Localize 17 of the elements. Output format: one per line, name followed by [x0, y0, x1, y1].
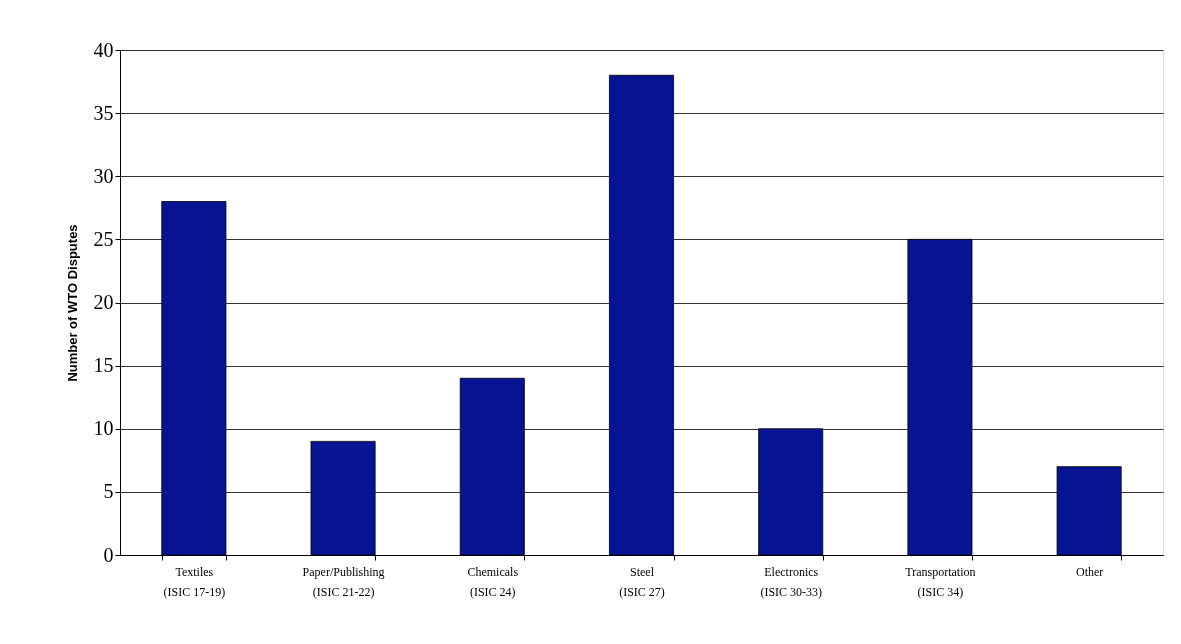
- x-tick-label: Textiles (ISIC 17-19): [163, 564, 226, 599]
- y-tick-label: 5: [103, 480, 114, 503]
- y-tick-label: 40: [93, 38, 114, 61]
- y-tick-label: 0: [103, 543, 114, 566]
- x-tick-label: Electronics (ISIC 30-33): [760, 564, 823, 599]
- y-tick-label: 20: [93, 291, 114, 313]
- y-tick-label: 10: [93, 417, 114, 440]
- x-tick-label: Other: [1075, 564, 1104, 579]
- y-tick-label: 15: [93, 354, 114, 377]
- x-tick-label: Chemicals (ISIC 24): [467, 564, 519, 599]
- y-axis-title: Number of WTO Disputes: [64, 224, 80, 382]
- x-tick-label: Steel (ISIC 27): [619, 564, 665, 599]
- x-tick-label: Paper/Publishing (ISIC 21-22): [302, 564, 385, 599]
- x-tick-label: Transportation (ISIC 34): [905, 564, 976, 599]
- y-tick-label: 25: [93, 227, 114, 250]
- y-tick-label: 35: [93, 101, 114, 124]
- y-tick-label: 30: [93, 164, 114, 187]
